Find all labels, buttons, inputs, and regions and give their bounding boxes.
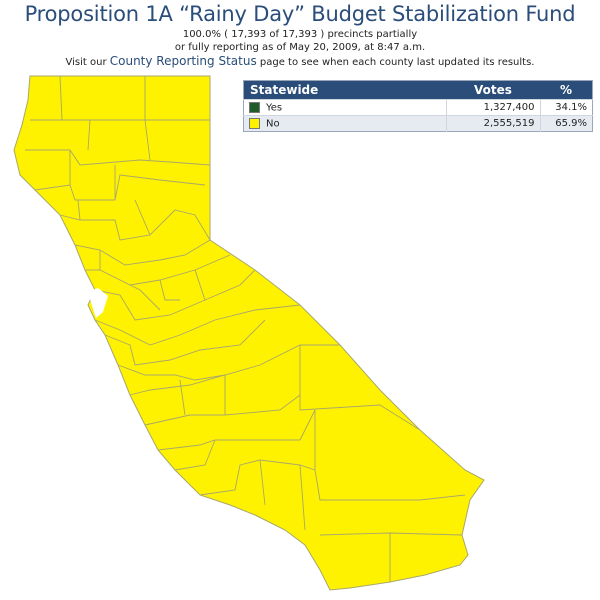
yes-color-swatch xyxy=(249,101,260,113)
county-border xyxy=(94,304,301,346)
table-row-no: No 2,555,519 65.9% xyxy=(243,115,593,132)
header-percent: % xyxy=(540,80,593,100)
county-border xyxy=(199,459,316,496)
county-border xyxy=(129,284,161,311)
table-row-yes: Yes 1,327,400 34.1% xyxy=(243,99,593,116)
row-label: No xyxy=(266,118,280,130)
row-label-cell: No xyxy=(243,115,446,132)
note-suffix: page to see when each county last update… xyxy=(256,57,535,68)
row-percent: 34.1% xyxy=(539,99,593,116)
county-border xyxy=(77,199,81,221)
note-prefix: Visit our xyxy=(65,57,110,68)
county-border xyxy=(134,199,151,236)
table-header-row: Statewide Votes % xyxy=(243,80,593,100)
header-statewide: Statewide xyxy=(243,80,446,100)
county-border xyxy=(299,395,421,431)
county-border xyxy=(117,344,340,381)
county-border xyxy=(314,410,466,501)
county-status-note: Visit our County Reporting Status page t… xyxy=(0,54,600,68)
county-border xyxy=(59,209,211,241)
county-border xyxy=(74,239,211,266)
county-border xyxy=(59,75,63,121)
county-border xyxy=(144,119,151,161)
precincts-reporting-text: 100.0% ( 17,393 of 17,393 ) precincts pa… xyxy=(182,29,418,40)
county-border xyxy=(94,269,256,321)
header-votes: Votes xyxy=(446,80,540,100)
county-border xyxy=(174,439,216,471)
county-border xyxy=(224,345,301,416)
page-title: Proposition 1A “Rainy Day” Budget Stabil… xyxy=(24,2,576,26)
county-border xyxy=(194,269,206,301)
county-border xyxy=(99,250,231,286)
row-votes: 1,327,400 xyxy=(445,99,540,116)
county-border xyxy=(144,414,225,426)
california-county-map xyxy=(13,75,485,591)
row-votes: 2,555,519 xyxy=(445,115,540,132)
statewide-results-table: Statewide Votes % Yes 1,327,400 34.1% No… xyxy=(243,80,593,132)
county-border xyxy=(159,279,180,301)
row-percent: 65.9% xyxy=(539,115,593,132)
county-reporting-status-link[interactable]: County Reporting Status xyxy=(109,54,257,68)
row-label-cell: Yes xyxy=(243,99,446,116)
county-border xyxy=(179,379,186,416)
row-label: Yes xyxy=(266,102,283,114)
county-border xyxy=(25,149,211,166)
county-border xyxy=(157,409,316,451)
county-border xyxy=(87,119,91,151)
county-border xyxy=(104,319,266,366)
no-color-swatch xyxy=(249,117,260,129)
california-state-outline xyxy=(13,75,485,591)
county-border xyxy=(129,374,226,396)
county-border xyxy=(259,459,266,506)
county-border xyxy=(299,464,306,531)
reporting-time-text: or fully reporting as of May 20, 2009, a… xyxy=(174,42,426,53)
san-francisco-bay xyxy=(88,288,108,318)
